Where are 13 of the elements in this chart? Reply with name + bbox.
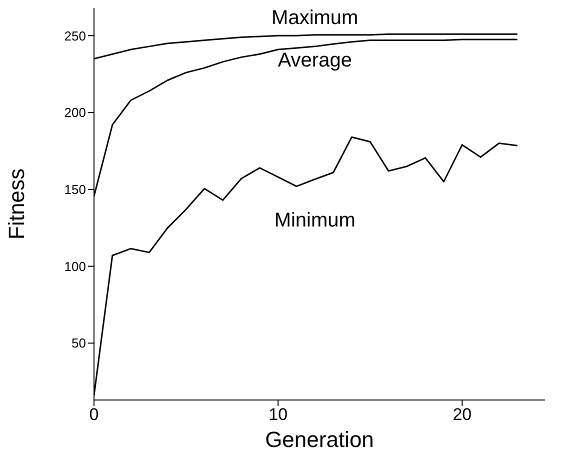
y-tick-label: 250 bbox=[64, 28, 86, 44]
x-tick-label: 20 bbox=[452, 405, 472, 424]
y-axis-title: Fitness bbox=[4, 168, 29, 240]
x-tick-label: 10 bbox=[268, 405, 288, 424]
y-tick-label: 150 bbox=[64, 182, 86, 198]
series-label: Maximum bbox=[272, 7, 358, 30]
y-tick-label: 100 bbox=[64, 258, 86, 274]
y-tick-label: 50 bbox=[72, 336, 86, 351]
y-tick-label: 200 bbox=[64, 105, 86, 120]
series-label: Average bbox=[278, 50, 352, 72]
x-tick-label: 0 bbox=[89, 405, 99, 424]
series-label: Minimum bbox=[274, 210, 356, 232]
x-axis-title: Generation bbox=[265, 427, 374, 452]
